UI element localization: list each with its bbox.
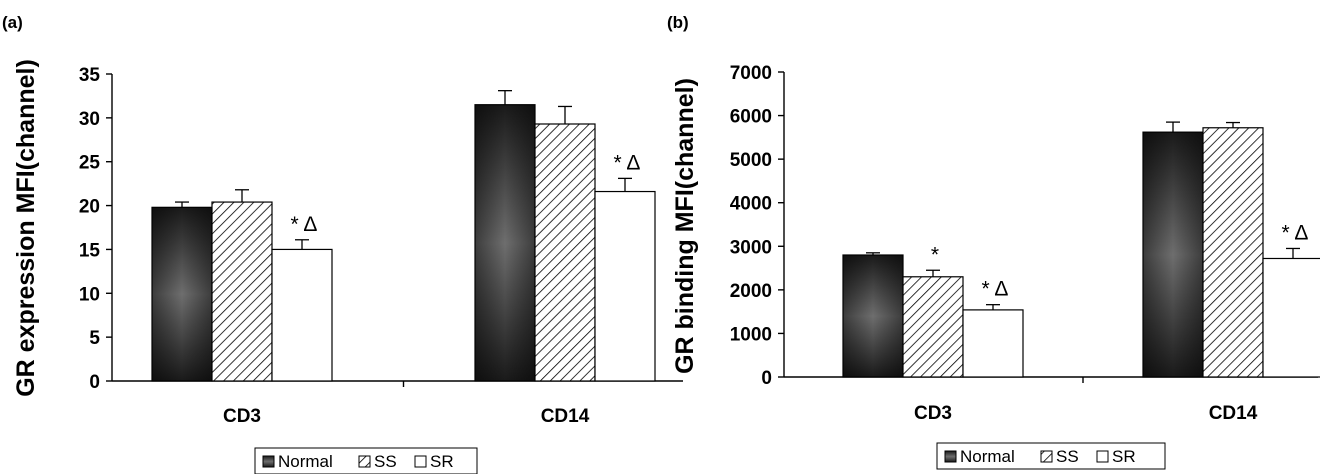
bar-shade-cd3 <box>843 255 903 377</box>
y-tick-label: 5 <box>89 328 100 349</box>
legend-swatch-ss <box>1040 450 1053 463</box>
legend-swatch-sr <box>1096 450 1109 463</box>
panel-label: (a) <box>2 13 23 32</box>
y-axis-label: GR binding MFI(channel) <box>671 78 699 374</box>
x-tick-label: CD3 <box>223 406 261 427</box>
bar-cd3-ss <box>211 201 273 382</box>
significance-annotation: * Δ <box>982 278 1009 301</box>
bar-cd14-ss <box>1202 127 1264 378</box>
significance-annotation: * Δ <box>1282 221 1309 244</box>
bar-cd3-ss <box>902 276 964 378</box>
legend-swatch-sr <box>414 455 427 468</box>
bar-shade-cd3 <box>152 207 212 381</box>
legend-swatch-ss <box>358 455 371 468</box>
bar-cd14-ss <box>534 123 596 382</box>
legend-swatch-normal <box>262 455 275 468</box>
y-axis-label: GR expression MFI(channel) <box>12 59 40 397</box>
significance-annotation: * Δ <box>614 151 641 174</box>
x-tick-label: CD3 <box>914 403 952 424</box>
y-tick-label: 20 <box>79 197 100 218</box>
bar-shade-cd14 <box>1143 132 1203 377</box>
y-tick-label: 5000 <box>730 150 772 171</box>
legend-label-ss: SS <box>1056 447 1079 466</box>
y-tick-label: 7000 <box>730 63 772 84</box>
y-tick-label: 4000 <box>730 194 772 215</box>
y-tick-label: 35 <box>79 65 101 86</box>
y-tick-label: 0 <box>89 372 100 393</box>
y-tick-label: 2000 <box>730 281 772 302</box>
y-tick-label: 3000 <box>730 237 772 258</box>
legend: Normal SS SR <box>936 442 1166 470</box>
y-tick-label: 25 <box>79 153 101 174</box>
bar-shade-cd14 <box>475 104 535 381</box>
y-tick-label: 30 <box>79 109 100 130</box>
bar-cd3-sr <box>962 309 1024 378</box>
significance-annotation: * Δ <box>291 213 318 236</box>
legend-label-normal: Normal <box>278 452 333 471</box>
chart-panel-1: (b) 0 1000 2000 3000 4000 5000 6000 7000 GR bindi… <box>667 13 1320 470</box>
legend-label-sr: SR <box>430 452 454 471</box>
legend-swatch-normal <box>944 450 957 463</box>
y-tick-label: 1000 <box>730 324 772 345</box>
y-tick-label: 6000 <box>730 107 772 128</box>
y-tick-label: 0 <box>761 368 772 389</box>
legend-label-ss: SS <box>374 452 397 471</box>
legend-label-sr: SR <box>1112 447 1136 466</box>
x-tick-label: CD14 <box>541 406 590 427</box>
bar-cd14-sr <box>594 190 656 382</box>
x-tick-label: CD14 <box>1209 403 1258 424</box>
y-tick-label: 15 <box>79 240 101 261</box>
bar-cd3-sr <box>271 248 333 382</box>
legend: Normal SS SR <box>254 447 478 474</box>
bar-cd14-sr <box>1262 257 1320 378</box>
panel-label: (b) <box>667 13 689 32</box>
legend-label-normal: Normal <box>960 447 1015 466</box>
y-tick-label: 10 <box>79 284 100 305</box>
significance-annotation: * <box>931 243 939 266</box>
chart-panel-0: (a) 0 5 10 15 20 25 30 35 GR expression MFI(chann… <box>2 13 683 474</box>
